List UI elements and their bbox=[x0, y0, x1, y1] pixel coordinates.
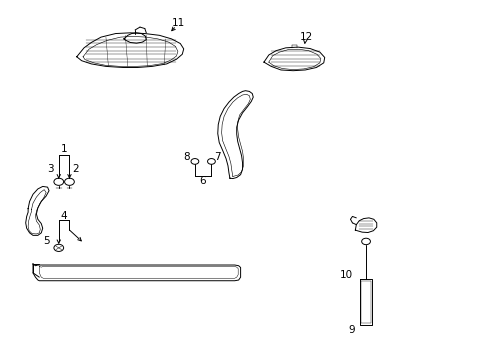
Text: 12: 12 bbox=[300, 32, 313, 42]
Text: 11: 11 bbox=[172, 18, 185, 28]
Text: 1: 1 bbox=[60, 144, 67, 154]
Text: 4: 4 bbox=[60, 211, 67, 221]
Text: 5: 5 bbox=[43, 236, 49, 246]
Text: 9: 9 bbox=[347, 325, 354, 335]
Text: 8: 8 bbox=[183, 152, 189, 162]
Text: 10: 10 bbox=[339, 270, 352, 280]
Text: 6: 6 bbox=[199, 176, 205, 186]
Text: 3: 3 bbox=[46, 164, 53, 174]
Text: 7: 7 bbox=[214, 152, 221, 162]
Text: 2: 2 bbox=[72, 164, 79, 174]
